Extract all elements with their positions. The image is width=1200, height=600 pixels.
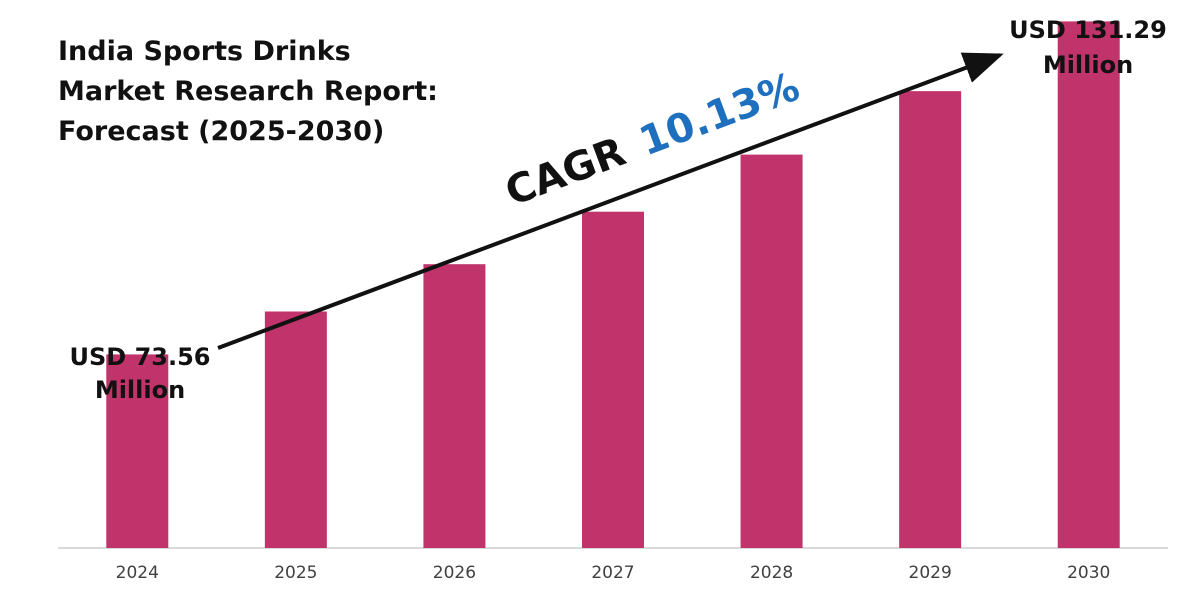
bar-2025 — [264, 311, 327, 548]
x-tick-label-2030: 2030 — [1067, 563, 1110, 583]
bar-2026 — [423, 264, 486, 548]
bar-series — [106, 21, 1120, 549]
start-value-line-1: USD 73.56 — [70, 343, 211, 371]
bar-2027 — [582, 211, 644, 548]
end-value-line-2: Million — [1043, 51, 1133, 79]
growth-arrow — [217, 52, 1004, 350]
bar-2030 — [1057, 21, 1120, 549]
chart-title-line-2: Market Research Report: — [58, 76, 438, 107]
x-tick-label-2029: 2029 — [909, 563, 952, 583]
x-tick-label-2025: 2025 — [274, 563, 317, 583]
end-value-line-1: USD 131.29 — [1009, 16, 1167, 44]
x-tick-label-2026: 2026 — [433, 563, 476, 583]
chart-title-line-3: Forecast (2025-2030) — [58, 116, 384, 147]
chart-title: India Sports Drinks Market Research Repo… — [58, 36, 438, 147]
cagr-value: 10.13% — [633, 64, 805, 165]
bar-2024 — [106, 354, 169, 548]
end-value-label: USD 131.29 Million — [1009, 16, 1167, 79]
start-value-label: USD 73.56 Million — [70, 343, 211, 404]
x-axis-tick-labels: 2024 2025 2026 2027 2028 2029 2030 — [116, 563, 1111, 583]
start-value-line-2: Million — [95, 376, 185, 404]
x-tick-label-2027: 2027 — [591, 563, 634, 583]
x-tick-label-2028: 2028 — [750, 563, 793, 583]
chart-title-line-1: India Sports Drinks — [58, 36, 351, 67]
x-tick-label-2024: 2024 — [116, 563, 159, 583]
bar-2029 — [899, 91, 962, 548]
bar-2028 — [740, 154, 803, 548]
